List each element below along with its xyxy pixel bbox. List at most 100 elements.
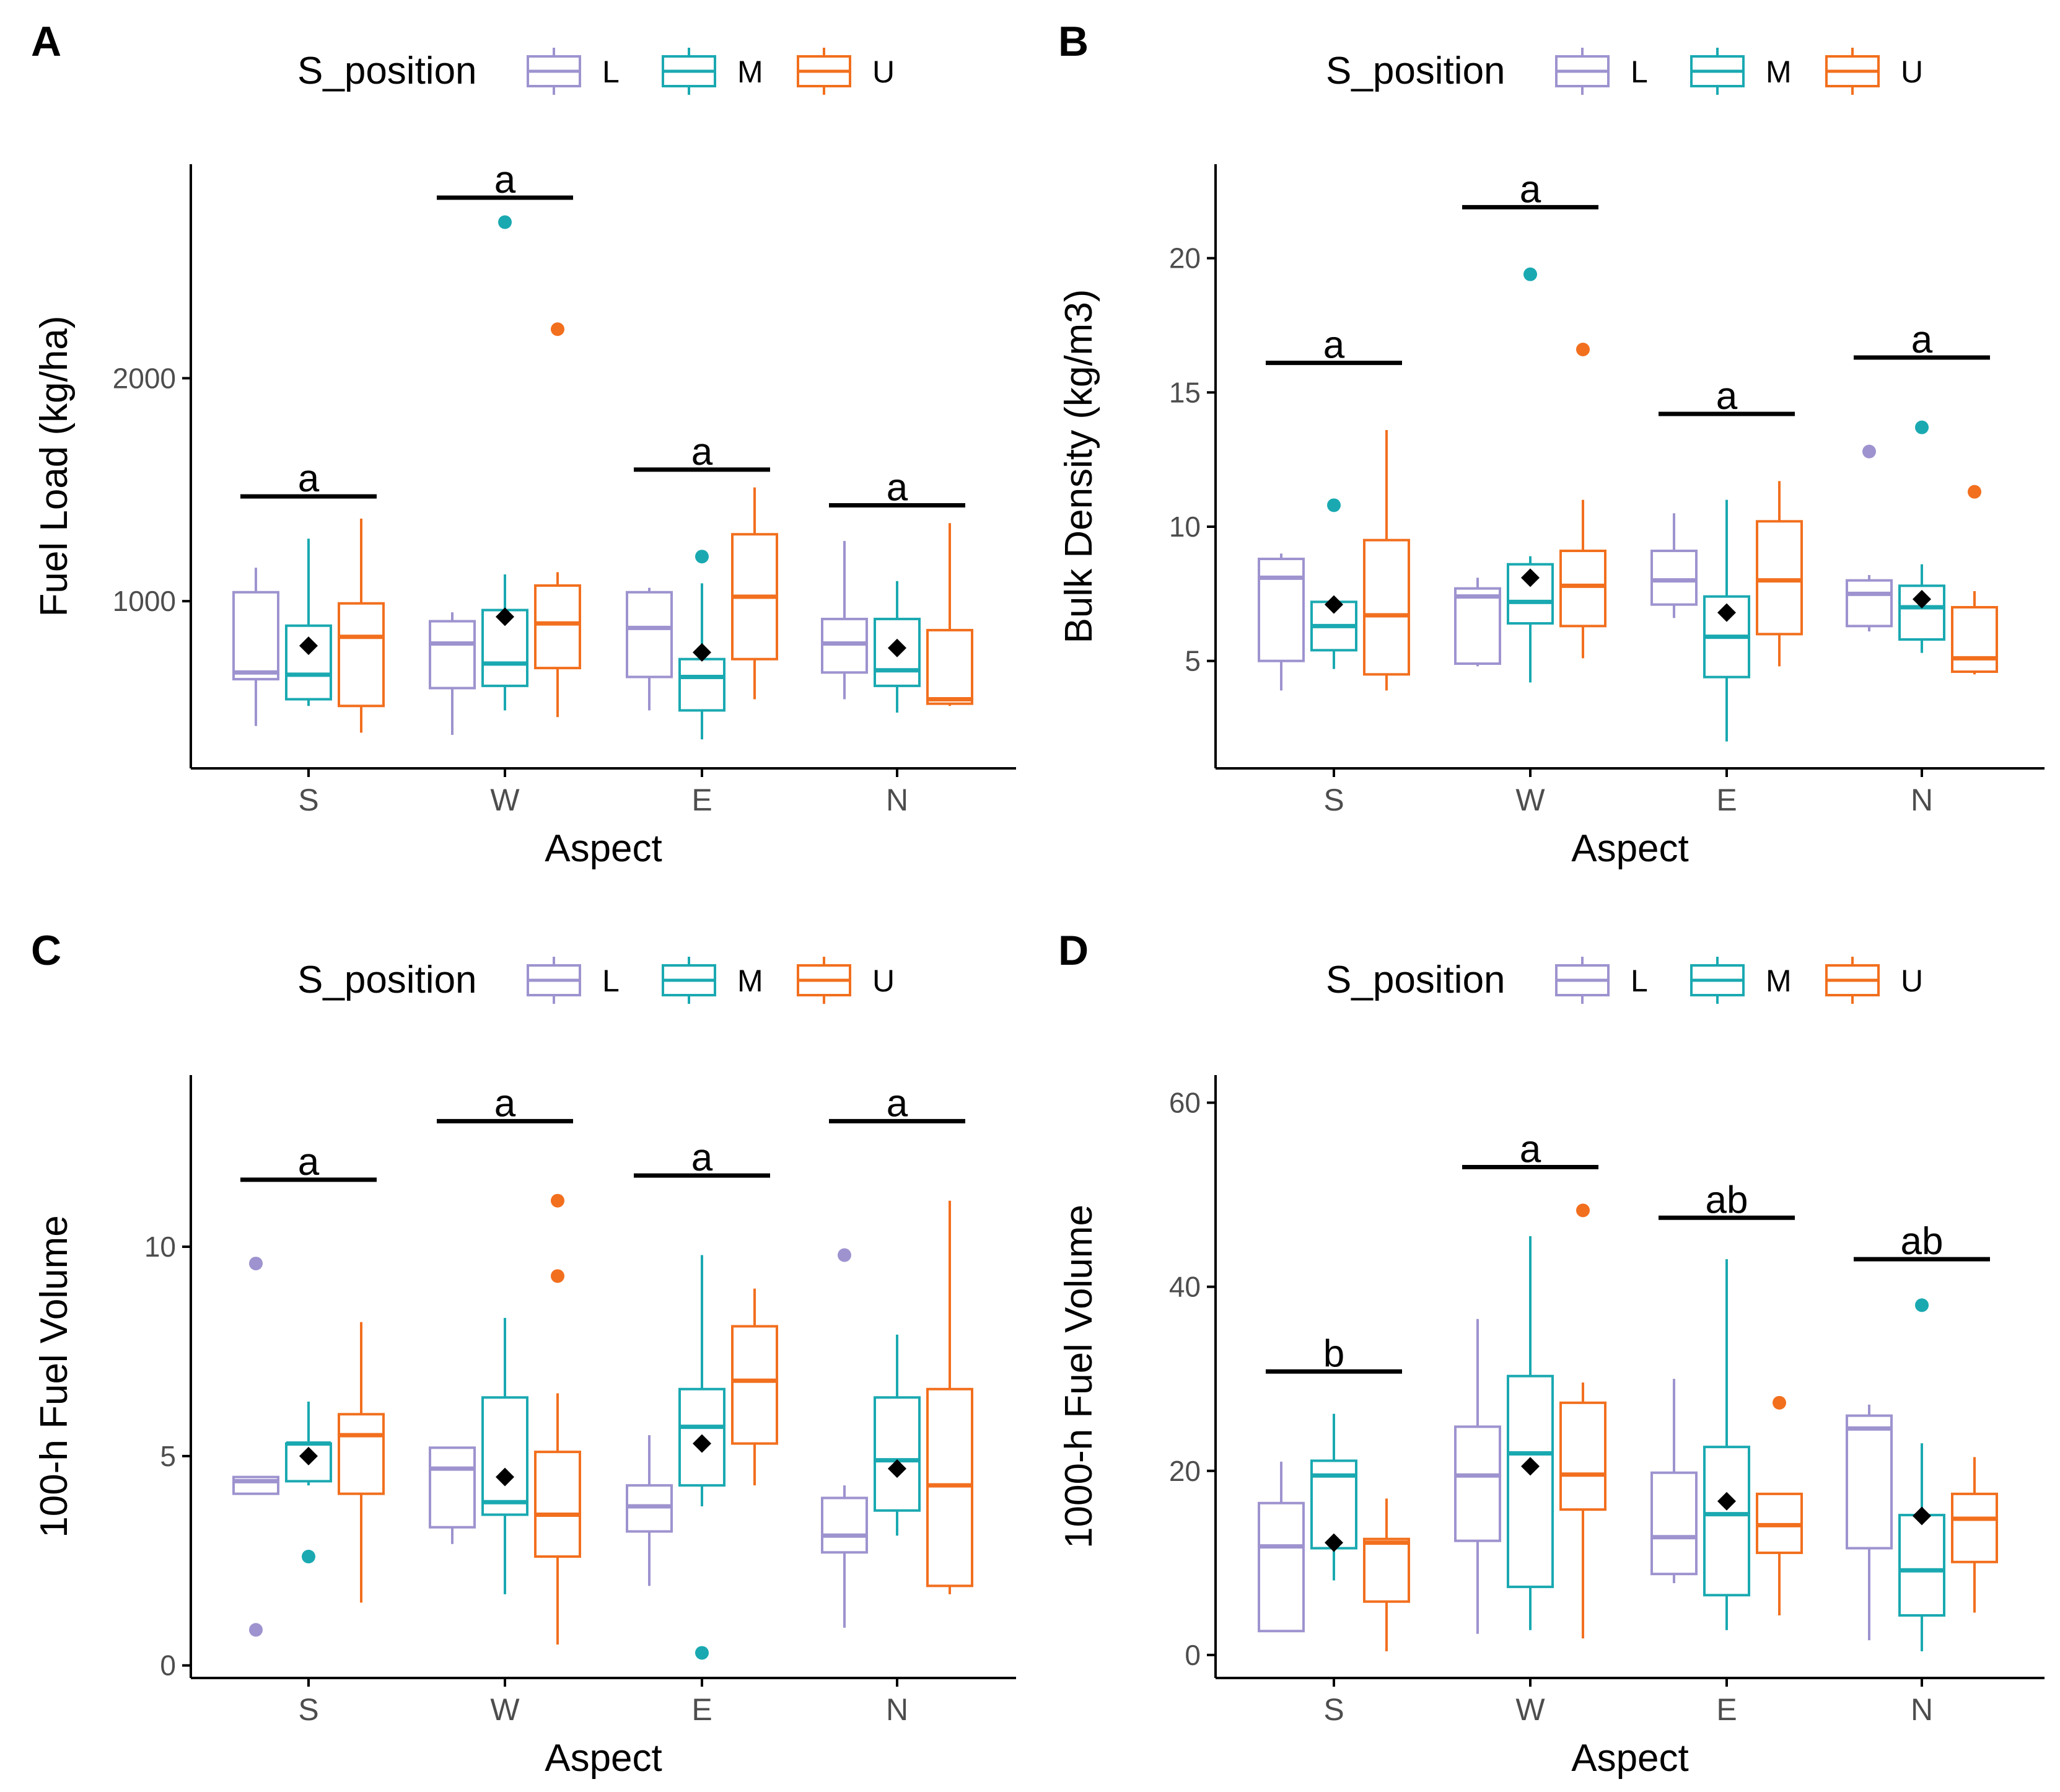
box-iqr [1363, 1537, 1410, 1603]
category-group-n: ab [1846, 1220, 1998, 1651]
legend-label: M [737, 55, 763, 89]
y-tick-label: 15 [1169, 376, 1201, 408]
box-iqr [1756, 520, 1803, 636]
box-iqr [285, 1442, 332, 1483]
boxplot-l [1846, 1404, 1893, 1641]
y-tick-label: 0 [160, 1649, 176, 1682]
mean-marker [1521, 1457, 1540, 1476]
x-tick-label: E [1716, 1692, 1737, 1727]
legend-label: L [1631, 55, 1648, 89]
box-iqr [1507, 1374, 1554, 1588]
panel-a: A S_position L M U 1000 2000 S W E N Aspect Fuel Loa… [31, 18, 1016, 870]
boxplot-u [1756, 1395, 1803, 1615]
y-tick-label: 40 [1169, 1271, 1201, 1303]
legend: S_position L M U [1326, 957, 1923, 1004]
box-iqr [429, 1446, 476, 1529]
category-group-n: a [821, 1082, 973, 1628]
panel-b: B S_position L M U 5 10 15 20 S W E N Aspect Bulk Dens… [1058, 18, 2045, 870]
legend-label: U [1901, 55, 1923, 89]
y-tick-label: 1000 [113, 585, 176, 617]
legend-key-l: L [527, 957, 620, 1004]
outlier-point [498, 215, 512, 229]
significance-letter: a [1911, 318, 1933, 361]
significance-letter: b [1323, 1332, 1344, 1375]
box-iqr [731, 1325, 778, 1445]
boxplot-m [285, 538, 332, 706]
panel-tag: D [1058, 927, 1089, 974]
boxplot-m [285, 1402, 332, 1564]
legend-key-m: M [662, 957, 763, 1004]
box-iqr [1363, 538, 1410, 676]
significance-letter: a [298, 457, 320, 500]
outlier-point [1915, 420, 1929, 434]
boxplot-m [1703, 499, 1750, 742]
boxplot-u [1756, 481, 1803, 667]
outlier-point [1576, 343, 1590, 356]
y-tick-label: 2000 [113, 362, 176, 394]
legend-key-l: L [527, 48, 620, 95]
legend: S_position L M U [297, 957, 895, 1004]
mean-marker [496, 607, 514, 626]
category-group-n: a [1846, 318, 1998, 675]
mean-marker [1717, 603, 1736, 622]
outlier-point [695, 1646, 709, 1660]
legend-label: L [602, 964, 620, 998]
boxplot-m [1310, 1413, 1357, 1581]
boxplot-l [1846, 444, 1893, 631]
box-iqr [1898, 1514, 1945, 1617]
y-axis-title: 1000-h Fuel Volume [1058, 1205, 1100, 1548]
mean-marker [888, 1459, 906, 1478]
x-tick-label: N [1911, 783, 1933, 817]
box-iqr [626, 591, 673, 679]
y-tick-label: 5 [1185, 645, 1201, 677]
boxplot-m [1507, 1236, 1554, 1630]
outlier-point [1523, 267, 1537, 281]
x-tick-label: S [1323, 783, 1344, 817]
outlier-point [551, 1193, 564, 1208]
x-axis-title: Aspect [1571, 827, 1689, 870]
boxplot-u [1559, 343, 1606, 659]
boxplot-l [1650, 1379, 1698, 1583]
category-group-s: b [1258, 1332, 1410, 1651]
y-tick-label: 0 [1185, 1639, 1201, 1671]
box-iqr [1650, 550, 1698, 606]
box-iqr [1650, 1471, 1698, 1576]
category-group-e: a [626, 1136, 778, 1660]
category-group-e: a [626, 431, 778, 740]
outlier-point [302, 1550, 315, 1564]
significance-letter: ab [1706, 1179, 1748, 1221]
mean-marker [693, 643, 711, 662]
legend-title: S_position [297, 50, 477, 92]
legend-key-u: U [1825, 48, 1923, 95]
y-axis-title: Fuel Load (kg/ha) [33, 316, 76, 617]
significance-letter: a [1520, 168, 1541, 211]
significance-letter: a [1323, 324, 1345, 367]
mean-marker [299, 636, 318, 656]
category-group-w: a [1454, 168, 1606, 683]
box-iqr [338, 1413, 385, 1495]
boxplot-u [534, 1193, 581, 1645]
boxplot-l [626, 1435, 673, 1586]
y-tick-label: 20 [1169, 1455, 1201, 1487]
boxplot-u [1951, 485, 1998, 675]
x-tick-label: W [490, 783, 520, 817]
significance-letter: a [298, 1141, 320, 1184]
box-iqr [1454, 587, 1501, 665]
mean-marker [1325, 595, 1343, 614]
boxplot-m [874, 1334, 921, 1536]
boxplot-m [481, 215, 528, 711]
significance-letter: a [887, 466, 908, 509]
outlier-point [1915, 1298, 1929, 1312]
outlier-point [551, 322, 564, 336]
x-tick-label: S [298, 1692, 318, 1727]
y-tick-label: 10 [1169, 511, 1201, 543]
category-group-s: a [232, 457, 385, 733]
boxplot-m [678, 1255, 725, 1660]
y-axis-title: 100-h Fuel Volume [33, 1215, 76, 1537]
legend-title: S_position [297, 959, 477, 1001]
box-iqr [534, 584, 581, 670]
mean-marker [496, 1467, 514, 1487]
category-group-w: a [429, 1082, 581, 1645]
boxplot-l [232, 568, 279, 726]
boxplot-u [1559, 1203, 1606, 1639]
